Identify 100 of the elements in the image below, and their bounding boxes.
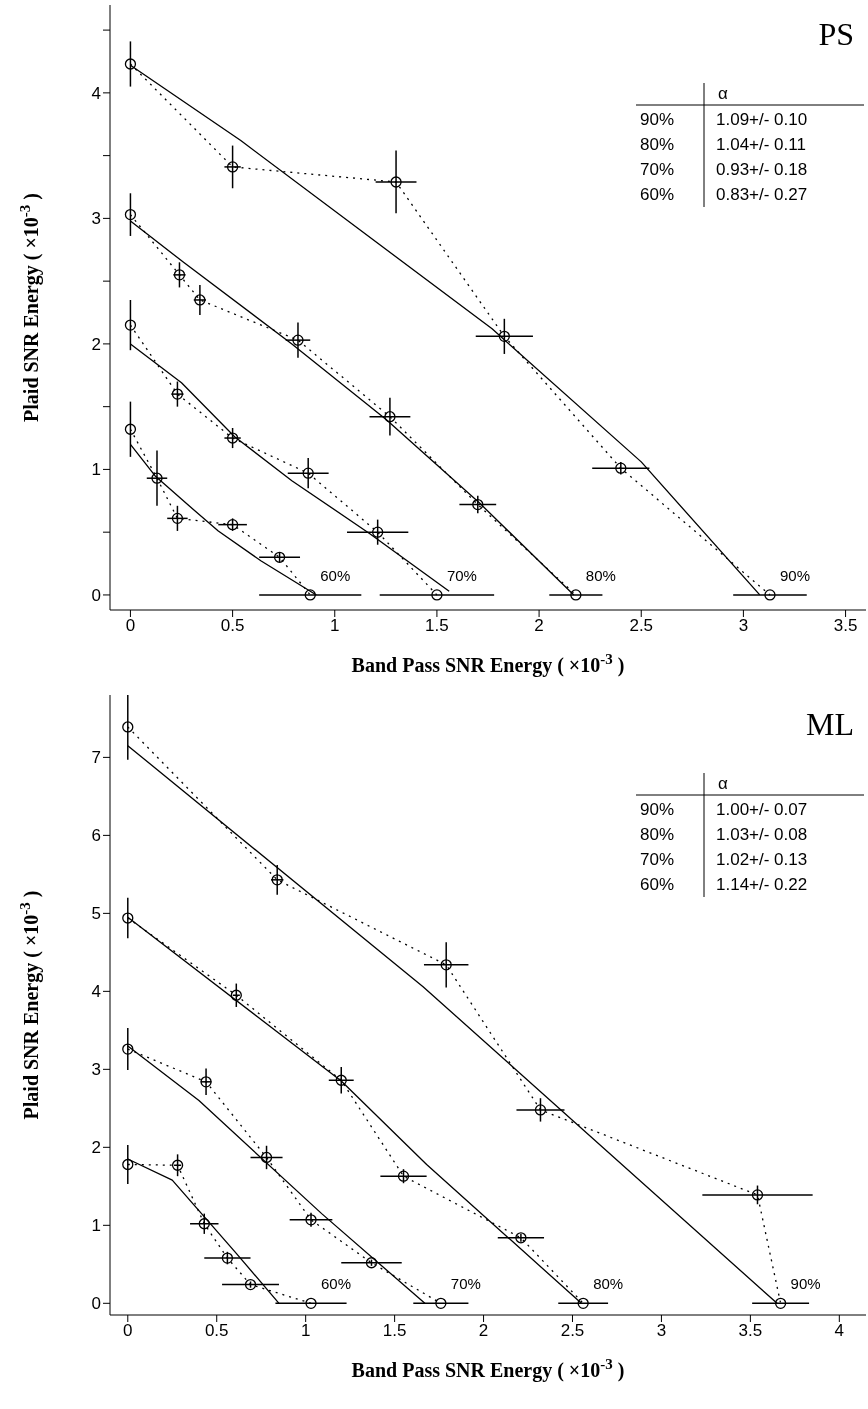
point bbox=[498, 330, 510, 343]
y-tick-label: 1 bbox=[91, 460, 101, 480]
annotation: 90% bbox=[640, 800, 675, 819]
x-tick-label: 1 bbox=[300, 1321, 311, 1341]
x-tick-label: 2 bbox=[478, 1321, 489, 1341]
point bbox=[226, 519, 239, 531]
y-tick-label: 2 bbox=[91, 334, 101, 354]
annotation: 0.93+/- 0.18 bbox=[716, 160, 808, 179]
point bbox=[335, 1074, 347, 1086]
y-tick-label: 3 bbox=[91, 209, 101, 229]
y-tick-label: 4 bbox=[91, 982, 101, 1002]
x-tick-label: 4 bbox=[834, 1321, 845, 1341]
annotation: α bbox=[718, 84, 728, 103]
point bbox=[198, 1218, 210, 1230]
x-tick-label: 3 bbox=[656, 1321, 667, 1341]
point bbox=[226, 432, 239, 444]
point bbox=[305, 1214, 317, 1226]
annotation: 70% bbox=[446, 566, 477, 584]
point bbox=[194, 294, 206, 306]
annotation: 60% bbox=[640, 875, 675, 894]
annotation: 0.83+/- 0.27 bbox=[716, 185, 808, 204]
point bbox=[173, 269, 186, 281]
y-tick-label: 3 bbox=[91, 1060, 101, 1080]
point bbox=[122, 912, 134, 924]
annotation: 70% bbox=[450, 1275, 481, 1293]
annotation: 80% bbox=[593, 1275, 624, 1293]
point bbox=[122, 1043, 134, 1055]
annotation: 60% bbox=[640, 185, 675, 204]
y-tick-label: 7 bbox=[91, 748, 101, 768]
y-tick-label: 0 bbox=[91, 1294, 101, 1314]
point bbox=[273, 551, 286, 563]
x-tick-label: 0 bbox=[125, 616, 136, 636]
point bbox=[372, 526, 384, 538]
annotation: 1.09+/- 0.10 bbox=[716, 110, 808, 129]
point bbox=[515, 1232, 527, 1244]
point bbox=[302, 467, 314, 479]
point bbox=[124, 208, 137, 221]
point bbox=[171, 512, 184, 525]
point bbox=[124, 423, 137, 435]
annotation: 90% bbox=[790, 1275, 821, 1293]
annotation: 70% bbox=[640, 160, 675, 179]
point bbox=[440, 959, 452, 971]
point bbox=[384, 411, 396, 423]
chart-title: ML bbox=[806, 706, 854, 742]
y-tick-label: 6 bbox=[91, 826, 101, 846]
annotation: 90% bbox=[779, 566, 810, 584]
point bbox=[390, 176, 402, 188]
y-tick-label: 5 bbox=[91, 904, 101, 924]
annotation: 70% bbox=[640, 850, 675, 869]
point bbox=[244, 1278, 257, 1291]
y-tick-label: 2 bbox=[91, 1138, 101, 1158]
point bbox=[230, 989, 242, 1001]
x-tick-label: 0 bbox=[123, 1321, 133, 1341]
point bbox=[615, 462, 627, 474]
point bbox=[151, 472, 163, 484]
x-tick-label: 2.5 bbox=[629, 616, 654, 636]
annotation: 1.00+/- 0.07 bbox=[716, 800, 808, 819]
point bbox=[365, 1257, 378, 1269]
point bbox=[124, 319, 137, 331]
annotation: 1.03+/- 0.08 bbox=[716, 825, 808, 844]
point bbox=[774, 1297, 787, 1309]
point bbox=[260, 1151, 273, 1164]
x-tick-label: 1.5 bbox=[382, 1321, 407, 1341]
point bbox=[435, 1297, 447, 1309]
point bbox=[304, 589, 316, 601]
x-tick-label: 0.5 bbox=[204, 1321, 229, 1341]
x-tick-label: 2 bbox=[534, 616, 544, 636]
annotation: 90% bbox=[640, 110, 675, 129]
x-axis-title: Band Pass SNR Energy ( ×10$^{-3}$ ) bbox=[351, 1356, 625, 1382]
annotation: 80% bbox=[640, 825, 675, 844]
point bbox=[271, 874, 283, 886]
point bbox=[431, 589, 443, 601]
annotation: 1.14+/- 0.22 bbox=[716, 875, 808, 894]
point bbox=[751, 1189, 764, 1201]
x-tick-label: 3.5 bbox=[833, 616, 858, 636]
point bbox=[171, 388, 184, 400]
y-tick-label: 1 bbox=[91, 1216, 101, 1236]
annotation: α bbox=[718, 774, 728, 793]
x-axis-title: Band Pass SNR Energy ( ×10$^{-3}$ ) bbox=[351, 651, 625, 677]
point bbox=[764, 589, 776, 601]
point bbox=[397, 1170, 410, 1182]
point bbox=[534, 1104, 547, 1116]
y-tick-label: 4 bbox=[91, 83, 101, 103]
point bbox=[122, 721, 134, 733]
point bbox=[292, 334, 304, 346]
x-tick-label: 0.5 bbox=[220, 616, 245, 636]
annotation: 80% bbox=[585, 566, 616, 584]
point bbox=[570, 589, 582, 601]
annotation: 1.02+/- 0.13 bbox=[716, 850, 808, 869]
annotation: 1.04+/- 0.11 bbox=[716, 135, 806, 154]
x-tick-label: 2.5 bbox=[560, 1321, 585, 1341]
annotation: 80% bbox=[640, 135, 675, 154]
x-tick-label: 1 bbox=[330, 616, 340, 636]
x-tick-label: 3 bbox=[738, 616, 749, 636]
point bbox=[171, 1159, 184, 1171]
x-tick-label: 3.5 bbox=[738, 1321, 763, 1341]
point bbox=[221, 1252, 234, 1264]
point bbox=[305, 1297, 317, 1309]
x-tick-label: 1.5 bbox=[425, 616, 449, 636]
point bbox=[226, 161, 239, 173]
